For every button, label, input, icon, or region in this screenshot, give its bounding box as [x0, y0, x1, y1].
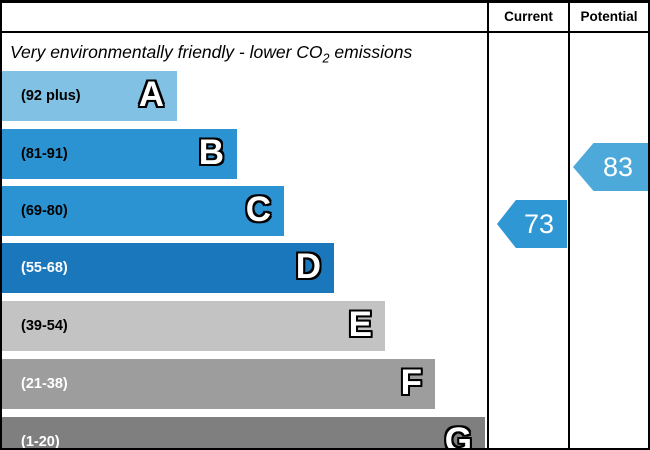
potential-rating-value: 83 — [602, 151, 634, 182]
band-b-letter: B — [198, 133, 225, 173]
band-g-range-label: (1-20) — [21, 434, 60, 450]
band-d-range-label: (55-68) — [21, 260, 68, 276]
potential-rating-arrow: 83 — [573, 143, 648, 191]
chart-title-text: Very environmentally friendly - lower CO — [10, 42, 323, 62]
band-b-range-label: (81-91) — [21, 146, 68, 162]
band-d-letter: D — [295, 247, 322, 287]
band-a: (92 plus) A — [2, 71, 177, 121]
band-e-range-label: (39-54) — [21, 318, 68, 334]
header-separator — [2, 31, 648, 33]
band-f: (21-38) F — [2, 359, 435, 409]
band-d: (55-68) D — [2, 243, 334, 293]
band-a-letter: A — [138, 75, 165, 115]
chart-title: Very environmentally friendly - lower CO… — [10, 39, 480, 66]
band-a-range-label: (92 plus) — [21, 88, 81, 104]
band-c-range-label: (69-80) — [21, 203, 68, 219]
band-g-letter: G — [444, 421, 473, 450]
band-c: (69-80) C — [2, 186, 284, 236]
current-rating-arrow: 73 — [497, 200, 567, 248]
band-e: (39-54) E — [2, 301, 385, 351]
chart-title-suffix: emissions — [329, 42, 413, 62]
band-b: (81-91) B — [2, 129, 237, 179]
header-current: Current — [504, 9, 553, 24]
band-c-letter: C — [245, 190, 272, 230]
current-column-divider — [487, 3, 489, 448]
potential-column-divider — [568, 3, 570, 448]
header-potential: Potential — [580, 9, 638, 24]
band-e-letter: E — [348, 305, 373, 345]
chart-title-subscript: 2 — [322, 51, 330, 66]
band-f-range-label: (21-38) — [21, 376, 68, 392]
current-rating-value: 73 — [523, 208, 555, 239]
band-g: (1-20) G — [2, 417, 485, 450]
band-f-letter: F — [400, 363, 423, 403]
